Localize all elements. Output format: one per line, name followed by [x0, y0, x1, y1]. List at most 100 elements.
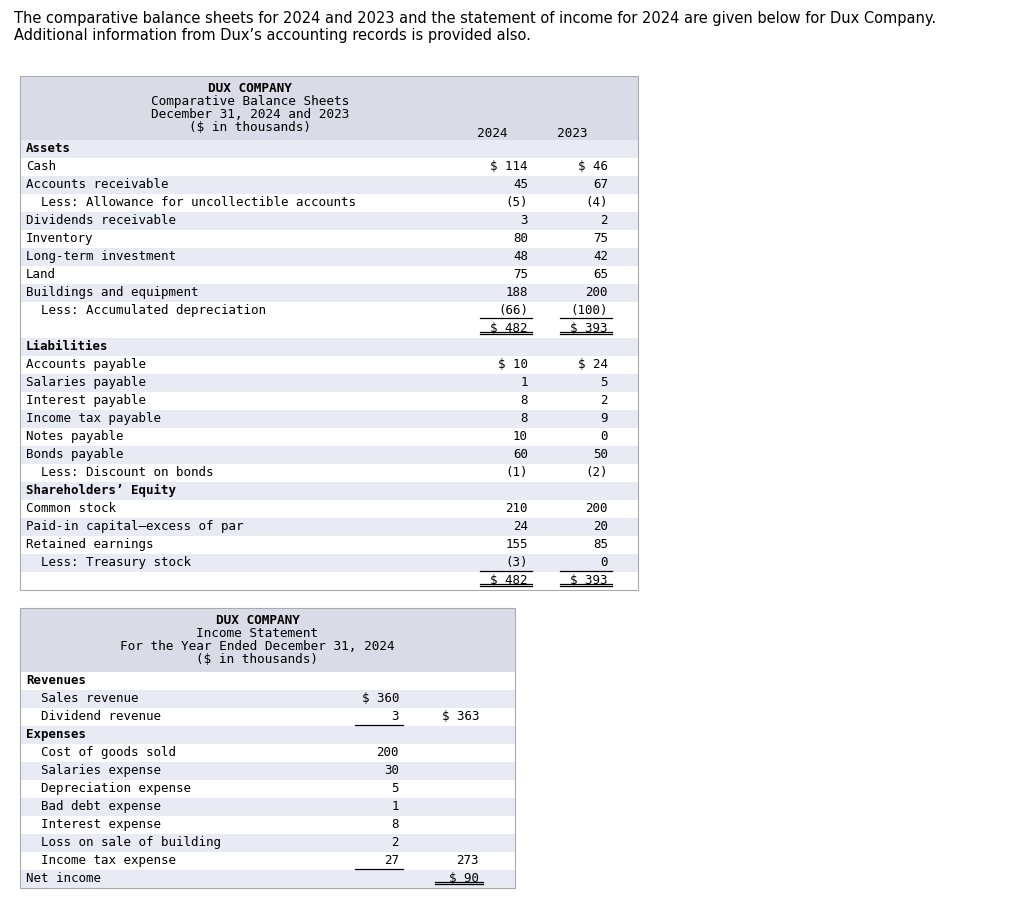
Text: 200: 200 — [586, 502, 608, 515]
Text: Salaries payable: Salaries payable — [26, 376, 146, 389]
Text: ($ in thousands): ($ in thousands) — [189, 121, 311, 134]
Text: Common stock: Common stock — [26, 502, 116, 515]
Text: Land: Land — [26, 268, 56, 281]
Text: 200: 200 — [377, 746, 399, 759]
Text: Additional information from Dux’s accounting records is provided also.: Additional information from Dux’s accoun… — [14, 28, 530, 43]
Text: 8: 8 — [520, 394, 528, 407]
Bar — [20, 762, 515, 780]
Bar — [20, 690, 515, 708]
Text: Less: Treasury stock: Less: Treasury stock — [26, 556, 191, 569]
Text: $ 482: $ 482 — [490, 322, 528, 335]
Bar — [20, 212, 638, 230]
Text: $ 482: $ 482 — [490, 574, 528, 587]
Bar — [20, 780, 515, 798]
Text: $ 114: $ 114 — [490, 160, 528, 173]
Text: 85: 85 — [593, 538, 608, 551]
Text: Notes payable: Notes payable — [26, 430, 124, 443]
Text: 3: 3 — [520, 214, 528, 227]
Text: 188: 188 — [506, 286, 528, 299]
Bar — [20, 852, 515, 870]
Text: $ 24: $ 24 — [578, 358, 608, 371]
Text: Comparative Balance Sheets: Comparative Balance Sheets — [151, 95, 349, 108]
Text: 20: 20 — [593, 520, 608, 533]
Text: 65: 65 — [593, 268, 608, 281]
Bar — [20, 320, 638, 338]
Bar — [20, 726, 515, 744]
Text: 155: 155 — [506, 538, 528, 551]
Bar — [20, 338, 638, 356]
Text: Dividend revenue: Dividend revenue — [26, 710, 161, 723]
Text: 42: 42 — [593, 250, 608, 263]
Text: 75: 75 — [513, 268, 528, 281]
Text: Buildings and equipment: Buildings and equipment — [26, 286, 199, 299]
Bar — [20, 374, 638, 392]
Text: Retained earnings: Retained earnings — [26, 538, 154, 551]
Text: Depreciation expense: Depreciation expense — [26, 782, 191, 795]
Text: Paid-in capital—excess of par: Paid-in capital—excess of par — [26, 520, 244, 533]
Text: Revenues: Revenues — [26, 674, 86, 687]
Bar — [20, 744, 515, 762]
Text: Less: Allowance for uncollectible accounts: Less: Allowance for uncollectible accoun… — [26, 196, 356, 209]
Text: 1: 1 — [520, 376, 528, 389]
Text: Dividends receivable: Dividends receivable — [26, 214, 176, 227]
Bar — [20, 446, 638, 464]
Text: $ 360: $ 360 — [361, 692, 399, 705]
Bar — [20, 76, 638, 140]
Text: December 31, 2024 and 2023: December 31, 2024 and 2023 — [151, 108, 349, 121]
Text: 2024: 2024 — [477, 127, 507, 140]
Text: Shareholders’ Equity: Shareholders’ Equity — [26, 484, 176, 497]
Text: $ 90: $ 90 — [449, 872, 479, 885]
Text: Sales revenue: Sales revenue — [26, 692, 138, 705]
Bar — [20, 870, 515, 888]
Text: Long-term investment: Long-term investment — [26, 250, 176, 263]
Text: (100): (100) — [570, 304, 608, 317]
Text: Accounts receivable: Accounts receivable — [26, 178, 169, 191]
Text: $ 393: $ 393 — [570, 574, 608, 587]
Text: 2: 2 — [600, 394, 608, 407]
Text: 9: 9 — [600, 412, 608, 425]
Bar — [20, 392, 638, 410]
Text: (66): (66) — [498, 304, 528, 317]
Bar — [20, 482, 638, 500]
Bar — [20, 834, 515, 852]
Text: 2: 2 — [391, 836, 399, 849]
Text: 200: 200 — [586, 286, 608, 299]
Bar — [20, 410, 638, 428]
Bar — [20, 76, 638, 590]
Text: Accounts payable: Accounts payable — [26, 358, 146, 371]
Text: Less: Discount on bonds: Less: Discount on bonds — [26, 466, 213, 479]
Text: 24: 24 — [513, 520, 528, 533]
Text: $ 363: $ 363 — [441, 710, 479, 723]
Bar — [20, 608, 515, 888]
Text: Net income: Net income — [26, 872, 101, 885]
Bar — [20, 816, 515, 834]
Text: 0: 0 — [600, 556, 608, 569]
Text: 210: 210 — [506, 502, 528, 515]
Bar — [20, 284, 638, 302]
Text: Loss on sale of building: Loss on sale of building — [26, 836, 221, 849]
Text: Cost of goods sold: Cost of goods sold — [26, 746, 176, 759]
Text: Cash: Cash — [26, 160, 56, 173]
Text: (5): (5) — [506, 196, 528, 209]
Text: $ 46: $ 46 — [578, 160, 608, 173]
Text: 5: 5 — [600, 376, 608, 389]
Text: DUX COMPANY: DUX COMPANY — [208, 82, 292, 95]
Text: Income tax payable: Income tax payable — [26, 412, 161, 425]
Bar — [20, 500, 638, 518]
Text: Inventory: Inventory — [26, 232, 93, 245]
Text: Assets: Assets — [26, 142, 71, 155]
Bar — [20, 464, 638, 482]
Bar — [20, 672, 515, 690]
Bar — [20, 518, 638, 536]
Text: Income Statement: Income Statement — [197, 627, 318, 640]
Text: 0: 0 — [600, 430, 608, 443]
Text: For the Year Ended December 31, 2024: For the Year Ended December 31, 2024 — [120, 640, 394, 653]
Text: Bonds payable: Bonds payable — [26, 448, 124, 461]
Bar — [20, 428, 638, 446]
Text: 67: 67 — [593, 178, 608, 191]
Text: Bad debt expense: Bad debt expense — [26, 800, 161, 813]
Bar — [20, 230, 638, 248]
Text: 8: 8 — [391, 818, 399, 831]
Bar — [20, 194, 638, 212]
Bar — [20, 302, 638, 320]
